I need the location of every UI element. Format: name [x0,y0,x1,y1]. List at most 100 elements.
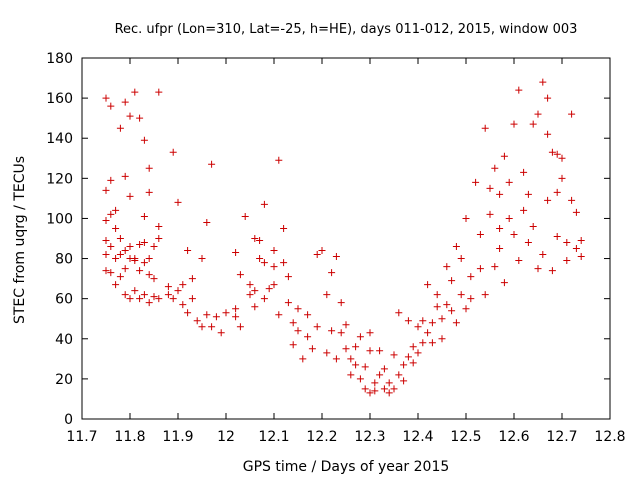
data-point [304,333,312,341]
data-point [116,251,124,259]
data-point [414,323,422,331]
data-point [270,281,278,289]
data-point [136,267,144,275]
data-point [145,271,153,279]
data-point [179,281,187,289]
data-point [544,130,552,138]
data-point [486,210,494,218]
data-point [486,184,494,192]
data-point [212,313,220,321]
data-point [491,263,499,271]
data-point [126,255,134,263]
data-point [145,164,153,172]
data-point [553,150,561,158]
data-point [289,319,297,327]
data-point [251,235,259,242]
data-point [462,305,470,313]
data-point [260,200,268,208]
data-point [217,329,225,337]
data-point [299,355,307,363]
x-tick-label: 12.4 [402,429,433,445]
data-point [241,212,249,220]
data-point [500,152,508,160]
data-point [275,156,283,164]
data-point [164,283,172,291]
data-point [366,329,374,337]
x-tick-label: 12.3 [354,429,385,445]
data-point [169,295,177,303]
data-point [424,329,432,337]
data-point [409,343,417,351]
data-point [342,345,350,353]
data-point [419,317,427,325]
data-point [347,355,355,363]
data-point [443,301,451,309]
data-point [164,291,172,299]
data-point [131,287,139,295]
data-point [313,323,321,331]
data-point [496,224,504,232]
data-point [174,287,182,295]
data-point [558,174,566,182]
data-point [443,263,451,271]
data-point [150,293,158,301]
data-point [126,295,134,303]
data-point [476,230,484,238]
data-point [520,206,528,214]
data-point [280,224,288,232]
data-point [121,247,129,255]
data-point [102,216,110,224]
data-point [126,243,134,251]
data-point [208,160,216,168]
data-point [577,237,585,245]
y-tick-label: 140 [46,131,73,147]
x-tick-label: 11.7 [66,429,97,445]
chart-title: Rec. ufpr (Lon=310, Lat=-25, h=HE), days… [115,22,578,37]
data-point [150,243,158,251]
data-point [539,251,547,259]
data-point [553,188,561,196]
data-point [433,303,441,311]
data-point [361,363,369,371]
data-point [140,239,148,247]
data-point [203,218,211,226]
data-point [140,212,148,220]
data-point [184,247,192,255]
data-point [510,120,518,128]
data-point [155,88,163,96]
data-point [150,275,158,283]
data-point [337,299,345,307]
data-point [390,385,398,393]
x-tick-label: 12.7 [546,429,577,445]
data-point [400,361,408,369]
data-point [371,379,379,387]
data-point [520,168,528,176]
data-point [121,265,129,273]
data-point [236,323,244,331]
data-point [467,273,475,281]
data-point [524,190,532,198]
data-point [476,265,484,273]
data-point [376,371,384,379]
data-point [428,339,436,347]
data-point [246,281,254,289]
data-point [102,237,110,245]
data-point [308,345,316,353]
data-point [294,305,302,313]
data-point [140,259,148,267]
data-points [102,78,585,397]
y-tick-label: 160 [46,91,73,107]
data-point [496,245,504,253]
data-point [467,295,475,303]
data-point [136,114,144,122]
data-point [155,295,163,303]
x-tick-label: 12.6 [498,429,529,445]
data-point [328,269,336,277]
data-point [404,353,412,361]
data-point [404,317,412,325]
data-point [198,255,206,263]
data-point [145,188,153,196]
data-point [102,94,110,102]
data-point [342,321,350,329]
data-point [515,86,523,94]
